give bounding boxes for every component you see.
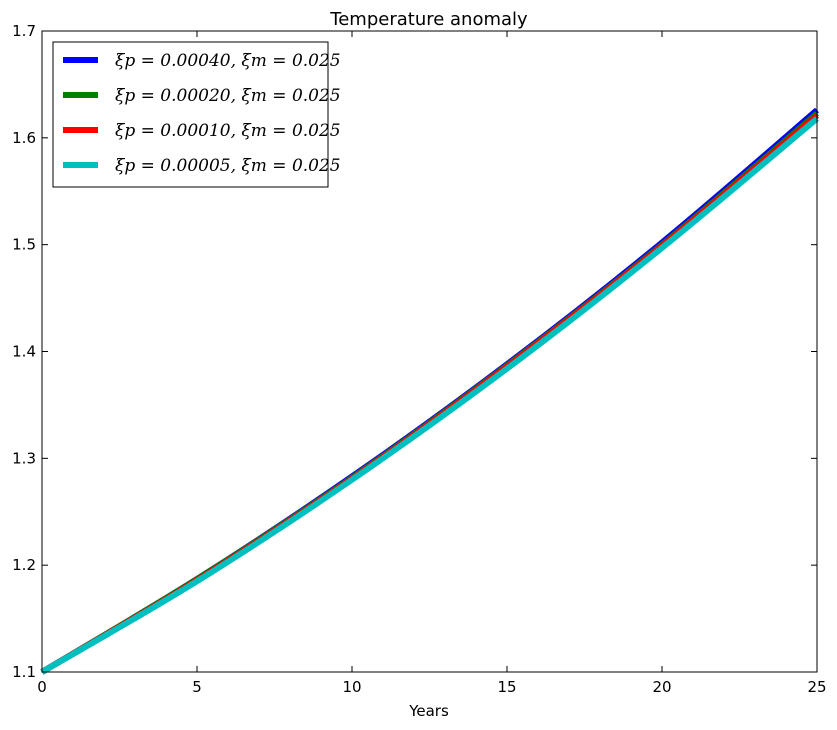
y-tick-label: 1.5 <box>12 236 36 254</box>
series-line-1 <box>40 107 819 675</box>
y-tick-label: 1.4 <box>12 343 36 361</box>
chart-title: Temperature anomaly <box>329 9 528 30</box>
legend-label: ξp = 0.00010, ξm = 0.025 <box>115 121 341 141</box>
x-tick-label: 0 <box>37 678 47 696</box>
series-line-4 <box>40 116 819 675</box>
legend-box <box>52 41 329 188</box>
y-tick-label: 1.2 <box>12 556 36 574</box>
y-tick-label: 1.6 <box>12 129 36 147</box>
series-line-3 <box>40 113 819 675</box>
y-tick-label: 1.7 <box>12 22 36 40</box>
legend-label: ξp = 0.00040, ξm = 0.025 <box>115 51 341 71</box>
series-line-2 <box>40 110 819 675</box>
x-axis-label: Years <box>408 702 449 720</box>
legend-label: ξp = 0.00020, ξm = 0.025 <box>115 86 341 106</box>
ticks-layer: 0 5 10 15 20 25 1.1 1.2 1.3 1.4 1.5 1.6 1.7 <box>12 22 826 696</box>
x-tick-label: 15 <box>497 678 516 696</box>
legend: ξp = 0.00040, ξm = 0.025 ξp = 0.00020, ξm… <box>52 41 341 188</box>
y-tick-label: 1.3 <box>12 449 36 467</box>
y-tick-label: 1.1 <box>12 663 36 681</box>
x-tick-label: 10 <box>342 678 361 696</box>
legend-label: ξp = 0.00005, ξm = 0.025 <box>115 156 341 176</box>
series-layer <box>40 107 819 675</box>
x-tick-label: 20 <box>652 678 671 696</box>
x-tick-label: 5 <box>192 678 202 696</box>
x-tick-label: 25 <box>807 678 826 696</box>
